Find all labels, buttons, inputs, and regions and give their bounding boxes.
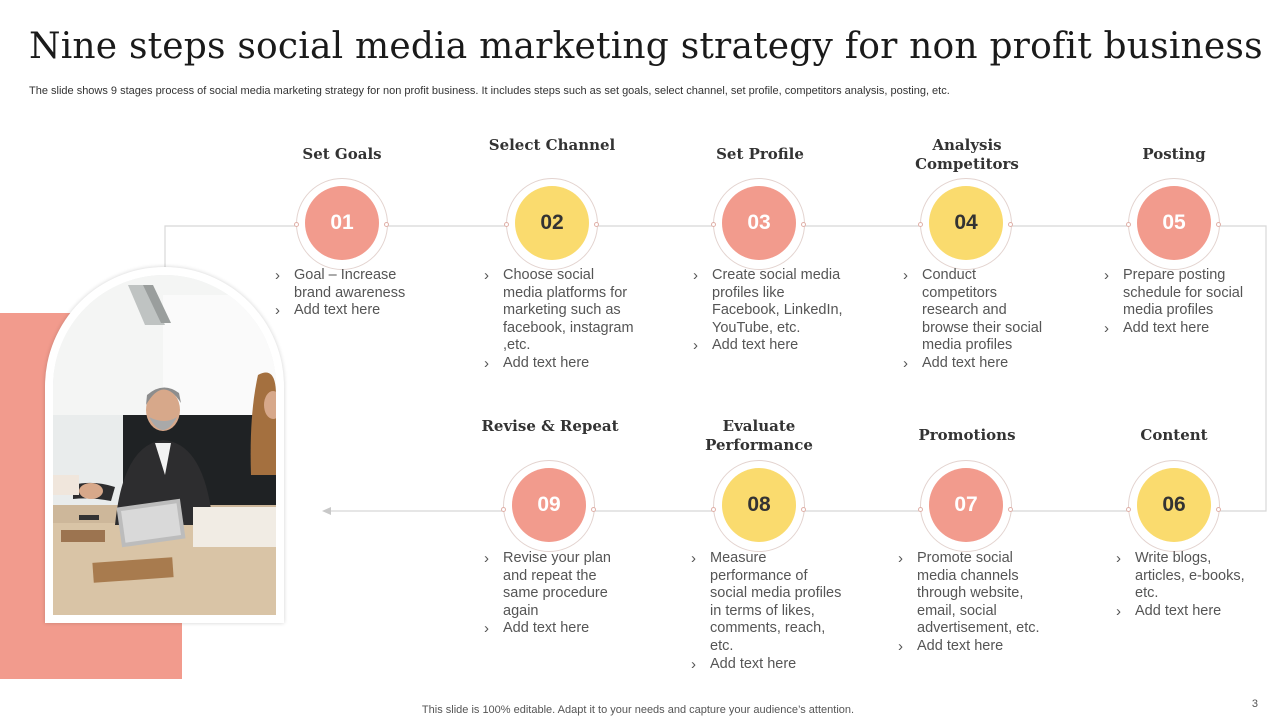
step-09-badge: 09 xyxy=(512,468,586,542)
connector-dot xyxy=(591,507,596,512)
bullet-chevron-icon: › xyxy=(484,550,489,567)
bullet-chevron-icon: › xyxy=(1104,319,1109,337)
connector-dot xyxy=(1008,222,1013,227)
bullet-item: › Add text here xyxy=(484,620,590,638)
connector-dot xyxy=(711,507,716,512)
connector-dot xyxy=(1216,222,1221,227)
bullet-chevron-icon: › xyxy=(898,550,903,567)
step-07-title: Promotions xyxy=(918,426,1016,444)
step-04-badge: 04 xyxy=(929,186,1003,260)
step-02-badge: 02 xyxy=(515,186,589,260)
step-09-title: Revise & Repeat xyxy=(481,417,619,435)
bullet-item: › Add text here xyxy=(903,354,1009,372)
bullet-item: › Prepare posting schedule for social med… xyxy=(1104,267,1244,319)
bullet-chevron-icon: › xyxy=(898,637,903,655)
step-03-badge: 03 xyxy=(722,186,796,260)
step-01-title: Set Goals xyxy=(302,145,382,163)
bullet-chevron-icon: › xyxy=(484,267,489,284)
step-05-badge: 05 xyxy=(1137,186,1211,260)
bullet-chevron-icon: › xyxy=(275,267,280,284)
bullet-item: › Promote social media channels through w… xyxy=(898,550,1040,637)
bullet-item: › Add text here xyxy=(1116,602,1222,620)
bullet-chevron-icon: › xyxy=(1116,550,1121,567)
business-meeting-photo xyxy=(53,275,276,615)
step-04-title: Analysis Competitors xyxy=(915,136,1019,173)
bullet-chevron-icon: › xyxy=(1104,267,1109,284)
slide-subtitle: The slide shows 9 stages process of soci… xyxy=(29,85,950,97)
step-07-bullets: › Promote social media channels through w… xyxy=(898,550,1053,656)
arrow-head-icon xyxy=(322,507,331,515)
step-07-badge: 07 xyxy=(929,468,1003,542)
step-04-bullets: › Conduct competitors research and browse… xyxy=(903,267,1053,373)
connector-dot xyxy=(1126,222,1131,227)
bullet-chevron-icon: › xyxy=(484,354,489,372)
connector-dot xyxy=(1126,507,1131,512)
step-05-bullets: › Prepare posting schedule for social med… xyxy=(1104,267,1254,337)
bullet-item: › Revise your plan and repeat the same pr… xyxy=(484,550,611,619)
connector-dot xyxy=(1216,507,1221,512)
bullet-chevron-icon: › xyxy=(691,655,696,673)
step-01-badge: 01 xyxy=(305,186,379,260)
connector-dot xyxy=(1008,507,1013,512)
bullet-item: › Goal – Increase brand awareness xyxy=(275,267,406,301)
connector-dot xyxy=(501,507,506,512)
step-08-bullets: › Measure performance of social media pro… xyxy=(691,550,846,673)
step-01-bullets: › Goal – Increase brand awareness › Add te… xyxy=(275,267,425,320)
step-02-title: Select Channel xyxy=(488,136,616,154)
bullet-item: › Conduct competitors research and browse… xyxy=(903,267,1043,354)
step-08-title: Evaluate Performance xyxy=(705,417,813,454)
step-06-title: Content xyxy=(1140,426,1208,444)
connector-dot xyxy=(711,222,716,227)
bullet-chevron-icon: › xyxy=(903,354,908,372)
bullet-item: › Add text here xyxy=(275,302,381,320)
bullet-item: › Add text here xyxy=(691,655,797,673)
bullet-chevron-icon: › xyxy=(693,337,698,355)
bullet-item: › Add text here xyxy=(1104,319,1210,337)
connector-dot xyxy=(918,507,923,512)
step-08-badge: 08 xyxy=(722,468,796,542)
step-06-bullets: › Write blogs, articles, e-books, etc. › A… xyxy=(1116,550,1246,620)
connector-dot xyxy=(918,222,923,227)
step-02-bullets: › Choose social media platforms for marke… xyxy=(484,267,634,373)
connector-dot xyxy=(801,507,806,512)
step-03-title: Set Profile xyxy=(716,145,804,163)
bullet-chevron-icon: › xyxy=(693,267,698,284)
step-06-badge: 06 xyxy=(1137,468,1211,542)
step-05-title: Posting xyxy=(1142,145,1206,163)
page-number: 3 xyxy=(1251,698,1258,710)
bullet-item: › Create social media profiles like Faceb… xyxy=(693,267,843,336)
bullet-item: › Write blogs, articles, e-books, etc. xyxy=(1116,550,1245,602)
bullet-item: › Add text here xyxy=(898,637,1004,655)
bullet-chevron-icon: › xyxy=(1116,602,1121,620)
bullet-chevron-icon: › xyxy=(691,550,696,567)
step-03-bullets: › Create social media profiles like Faceb… xyxy=(693,267,843,355)
slide-title: Nine steps social media marketing strate… xyxy=(29,26,1263,67)
connector-dot xyxy=(294,222,299,227)
bullet-chevron-icon: › xyxy=(484,620,489,638)
slide-footer: This slide is 100% editable. Adapt it to… xyxy=(421,704,855,716)
connector-dot xyxy=(594,222,599,227)
bullet-item: › Measure performance of social media pro… xyxy=(691,550,842,654)
connector-dot xyxy=(384,222,389,227)
connector-dot xyxy=(504,222,509,227)
bullet-chevron-icon: › xyxy=(275,302,280,320)
bullet-chevron-icon: › xyxy=(903,267,908,284)
bullet-item: › Add text here xyxy=(484,354,590,372)
bullet-item: › Choose social media platforms for marke… xyxy=(484,267,634,354)
step-09-bullets: › Revise your plan and repeat the same pr… xyxy=(484,550,634,638)
connector-dot xyxy=(801,222,806,227)
bullet-item: › Add text here xyxy=(693,337,799,355)
